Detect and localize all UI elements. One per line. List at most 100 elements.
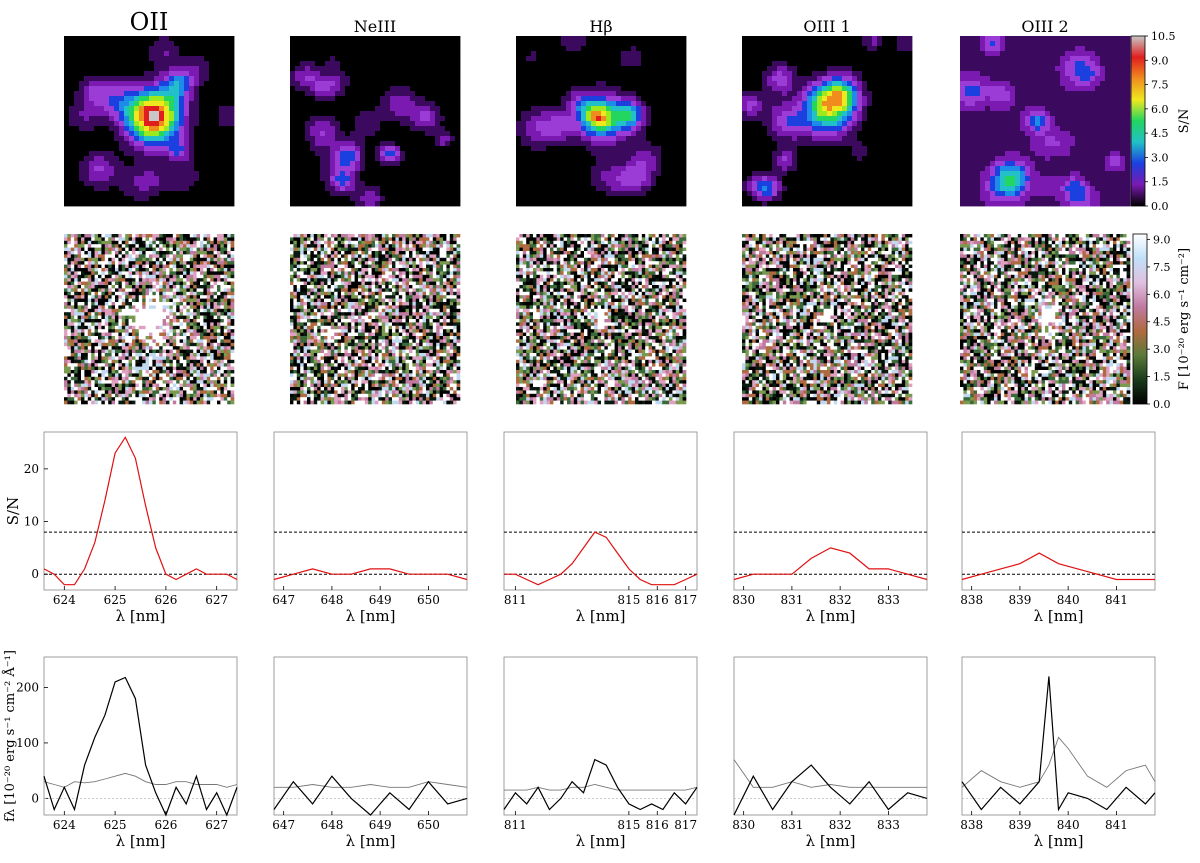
sn-map-cell xyxy=(164,171,170,177)
sn-map-cell xyxy=(817,41,823,47)
sn-map-cell xyxy=(797,106,803,112)
sn-map-cell xyxy=(94,111,100,117)
sn-map-cell xyxy=(671,46,677,52)
sn-map-cell xyxy=(320,131,326,137)
sn-map-cell xyxy=(1080,61,1086,67)
sn-map-cell xyxy=(1035,41,1041,47)
sn-map-cell xyxy=(1105,66,1111,72)
sn-map-cell xyxy=(94,46,100,52)
sn-map-cell xyxy=(330,196,336,202)
sn-map-cell xyxy=(902,181,908,187)
sn-map-cell xyxy=(435,151,441,157)
sn-map-cell xyxy=(370,56,376,62)
sn-map-cell xyxy=(79,201,85,207)
sn-map-cell xyxy=(636,176,642,182)
sn-map-cell xyxy=(867,36,873,42)
sn-map-cell xyxy=(892,151,898,157)
sn-map-cell xyxy=(330,191,336,197)
sn-map-cell xyxy=(566,136,572,142)
sn-map-cell xyxy=(812,51,818,57)
sn-map-cell xyxy=(79,176,85,182)
sn-map-cell xyxy=(305,126,311,132)
sn-map-cell xyxy=(380,171,386,177)
sn-map-cell xyxy=(164,151,170,157)
sn-map-cell xyxy=(676,146,682,152)
sn-map-cell xyxy=(907,66,913,72)
sn-map-cell xyxy=(330,181,336,187)
sn-map-cell xyxy=(124,151,130,157)
sn-map-cell xyxy=(646,111,652,117)
sn-map-cell xyxy=(184,91,190,97)
sn-map-cell xyxy=(305,136,311,142)
sn-map-cell xyxy=(405,51,411,57)
sn-map-cell xyxy=(596,111,602,117)
sn-map-cell xyxy=(626,76,632,82)
sn-map-cell xyxy=(641,111,647,117)
sn-map-cell xyxy=(742,191,748,197)
sn-map-cell xyxy=(69,131,75,137)
sn-map-cell xyxy=(425,101,431,107)
sn-map-cell xyxy=(375,186,381,192)
sn-map-cell xyxy=(345,66,351,72)
sn-map-cell xyxy=(410,76,416,82)
sn-map-cell xyxy=(797,46,803,52)
sn-map-cell xyxy=(531,176,537,182)
sn-map-cell xyxy=(611,71,617,77)
sn-map-cell xyxy=(802,126,808,132)
sn-map-cell xyxy=(365,81,371,87)
sn-map-cell xyxy=(350,81,356,87)
sn-map-cell xyxy=(224,86,230,92)
sn-map-cell xyxy=(852,196,858,202)
sn-map-cell xyxy=(571,146,577,152)
sn-map-cell xyxy=(214,51,220,57)
sn-map-cell xyxy=(1085,36,1091,42)
sn-map-cell xyxy=(1015,86,1021,92)
sn-map-cell xyxy=(104,81,110,87)
sn-map-cell xyxy=(305,111,311,117)
sn-map-cell xyxy=(541,116,547,122)
sn-map-cell xyxy=(970,41,976,47)
sn-map-cell xyxy=(214,36,220,42)
sn-map-cell xyxy=(430,66,436,72)
sn-map-cell xyxy=(365,111,371,117)
sn-map-cell xyxy=(154,66,160,72)
sn-map-cell xyxy=(902,71,908,77)
sn-map-cell xyxy=(1090,36,1096,42)
sn-map-cell xyxy=(435,196,441,202)
sn-map-cell xyxy=(455,61,461,67)
sn-map-cell xyxy=(857,41,863,47)
sn-map-cell xyxy=(656,196,662,202)
sn-map-cell xyxy=(390,66,396,72)
sn-map-cell xyxy=(1030,61,1036,67)
sn-map-cell xyxy=(199,111,205,117)
sn-map-cell xyxy=(752,61,758,67)
sn-map-cell xyxy=(109,86,115,92)
sn-map-cell xyxy=(862,156,868,162)
sn-map-cell xyxy=(980,81,986,87)
sn-map-cell xyxy=(827,106,833,112)
sn-map-cell xyxy=(651,151,657,157)
sn-map-cell xyxy=(551,191,557,197)
sn-map-cell xyxy=(350,141,356,147)
sn-map-cell xyxy=(646,106,652,112)
sn-map-cell xyxy=(536,81,542,87)
sn-map-cell xyxy=(229,141,235,147)
sn-map-cell xyxy=(300,161,306,167)
sn-map-cell xyxy=(425,196,431,202)
sn-map-cell xyxy=(1090,46,1096,52)
sn-map-cell xyxy=(897,111,903,117)
sn-map-cell xyxy=(747,151,753,157)
sn-map-cell xyxy=(214,196,220,202)
sn-map-cell xyxy=(546,201,552,207)
sn-map-cell xyxy=(149,101,155,107)
sn-map-cell xyxy=(807,36,813,42)
sn-map-cell xyxy=(581,81,587,87)
sn-map-cell xyxy=(214,171,220,177)
sn-map-cell xyxy=(395,61,401,67)
sn-map-cell xyxy=(89,71,95,77)
sn-map-cell xyxy=(812,96,818,102)
sn-map-cell xyxy=(104,181,110,187)
sn-map-cell xyxy=(877,186,883,192)
sn-map-cell xyxy=(526,181,532,187)
sn-map-cell xyxy=(179,156,185,162)
